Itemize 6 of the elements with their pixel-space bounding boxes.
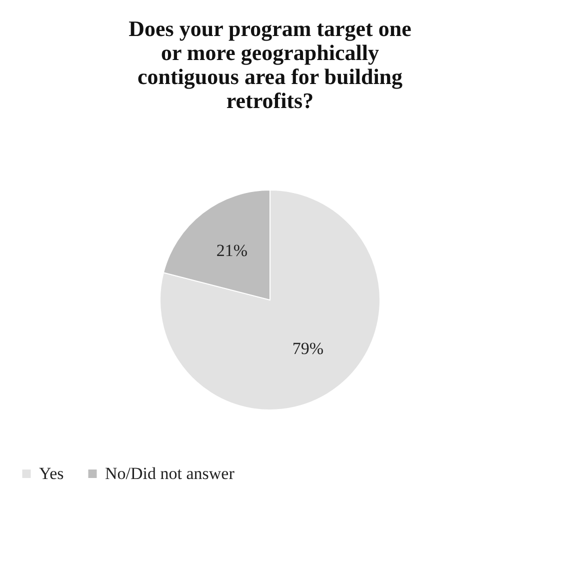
legend-label: Yes xyxy=(39,464,64,483)
pie-slice xyxy=(160,190,380,410)
data-label: 79% xyxy=(292,338,324,358)
chart-title: Does your program target one or more geographically contiguous area for building retrofits? xyxy=(128,16,412,113)
legend-label: No/Did not answer xyxy=(105,464,235,483)
data-label: 21% xyxy=(216,241,248,260)
